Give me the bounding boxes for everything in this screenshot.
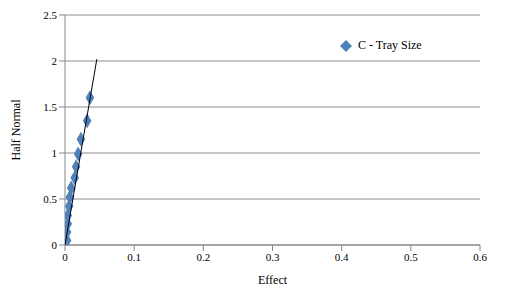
svg-text:0.2: 0.2 [196,251,210,263]
svg-text:0.5: 0.5 [43,193,57,205]
svg-text:1.5: 1.5 [43,101,57,113]
svg-text:0.3: 0.3 [266,251,280,263]
svg-text:Half Normal: Half Normal [9,99,23,161]
svg-text:2.5: 2.5 [43,9,57,21]
svg-text:0.6: 0.6 [473,251,487,263]
svg-text:0.5: 0.5 [404,251,418,263]
html-text:C - Tray Size: C - Tray Size [358,38,422,52]
svg-text:0: 0 [52,239,58,251]
svg-text:1: 1 [52,147,58,159]
svg-text:2: 2 [52,55,58,67]
svg-text:Effect: Effect [258,273,288,287]
svg-text:0.1: 0.1 [127,251,141,263]
svg-text:0: 0 [62,251,68,263]
svg-text:0.4: 0.4 [335,251,349,263]
